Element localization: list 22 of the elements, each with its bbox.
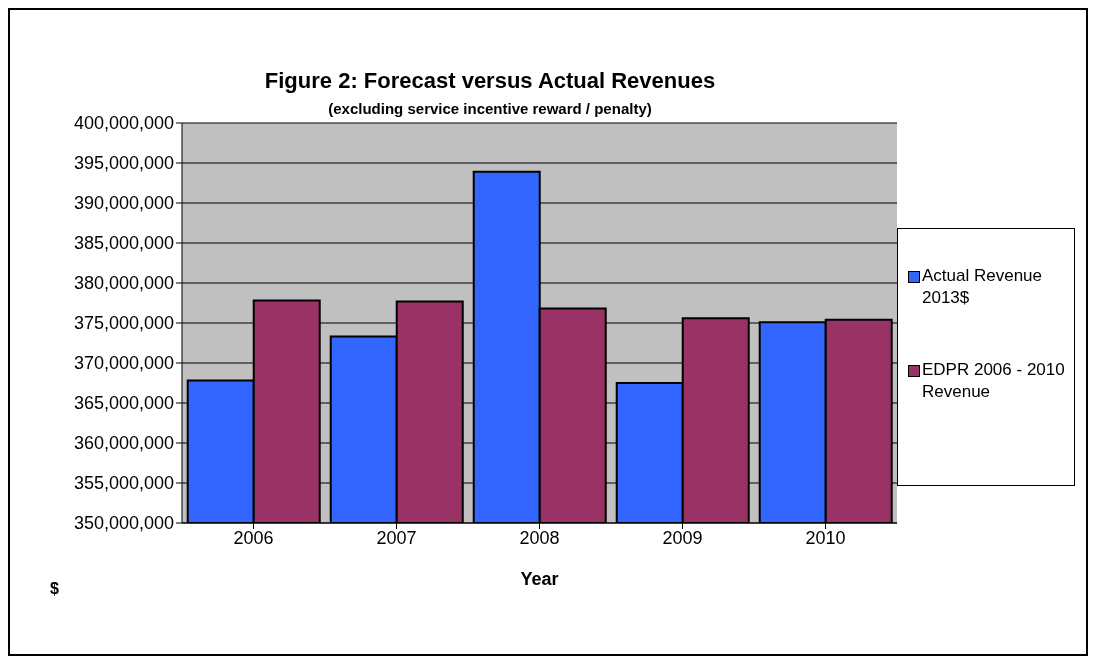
chart-subtitle: (excluding service incentive reward / penalty) — [328, 100, 652, 117]
x-axis-title: Year — [520, 569, 559, 589]
y-tick-label: 395,000,000 — [73, 153, 174, 174]
y-tick-label: 390,000,000 — [73, 193, 174, 214]
y-tick-label: 365,000,000 — [73, 393, 174, 414]
y-tick-label: 370,000,000 — [73, 353, 174, 374]
y-tick-label: 350,000,000 — [73, 513, 174, 534]
chart-title: Figure 2: Forecast versus Actual Revenues — [263, 68, 717, 94]
y-tick-label: 360,000,000 — [73, 433, 174, 454]
x-tick-label: 2008 — [519, 527, 560, 548]
x-tick-label: 2010 — [805, 527, 846, 548]
y-tick-label: 380,000,000 — [73, 273, 174, 294]
x-tick-label: 2006 — [233, 527, 274, 548]
y-tick-label: 355,000,000 — [73, 473, 174, 494]
y-tick-label: 385,000,000 — [73, 233, 174, 254]
y-axis-title: $ — [50, 580, 59, 598]
y-tick-label: 375,000,000 — [73, 313, 174, 334]
x-tick-label: 2009 — [662, 527, 703, 548]
legend-label: EDPR 2006 - 2010 Revenue — [922, 359, 1066, 403]
legend-label: Actual Revenue 2013$ — [922, 265, 1044, 309]
x-tick-label: 2007 — [376, 527, 417, 548]
y-tick-label: 400,000,000 — [73, 113, 174, 134]
